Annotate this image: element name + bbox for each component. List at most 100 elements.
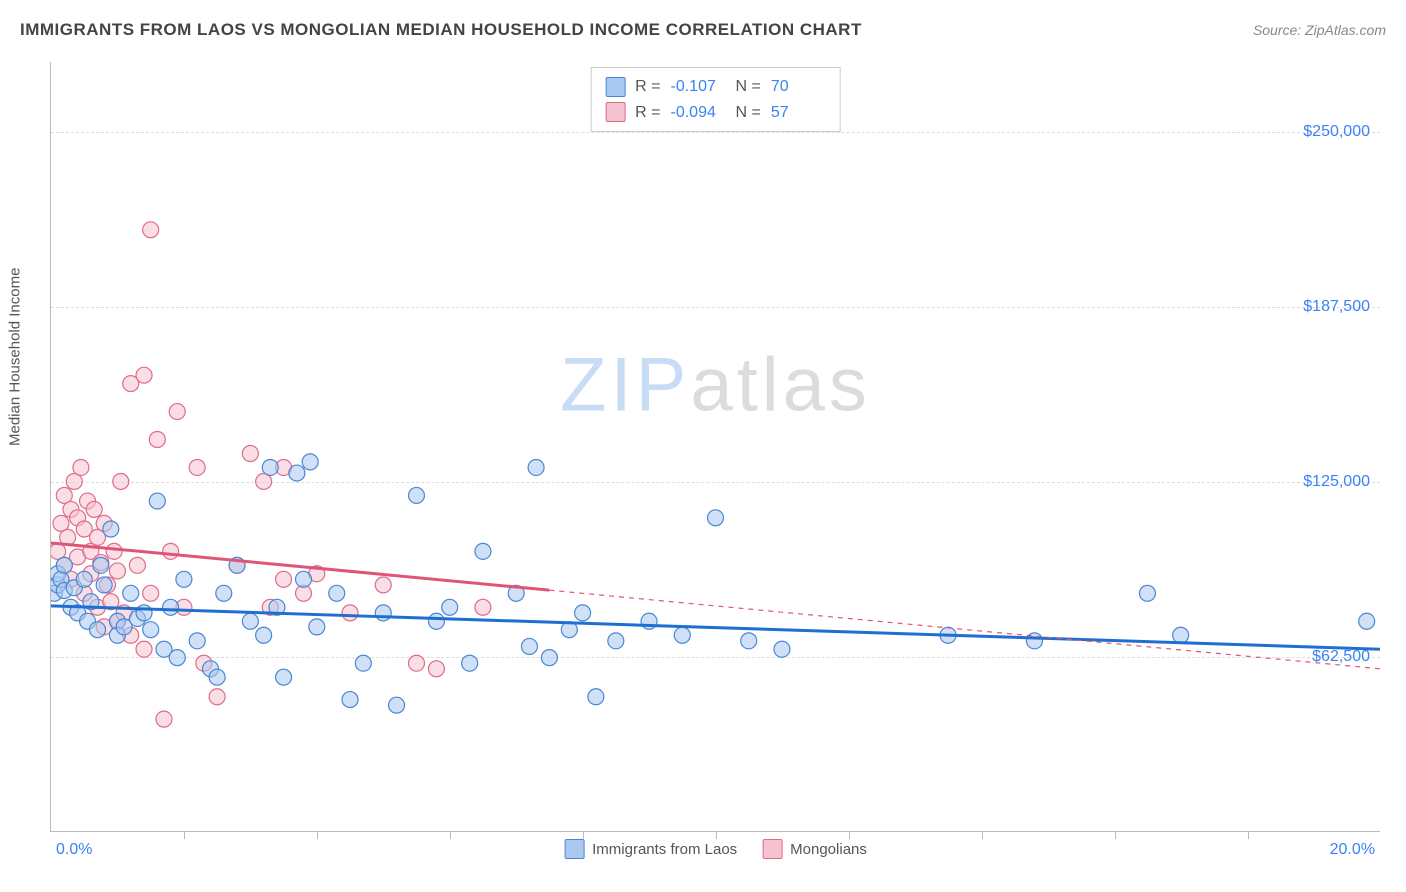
scatter-point — [774, 641, 790, 657]
scatter-point — [575, 605, 591, 621]
scatter-point — [189, 633, 205, 649]
y-axis-title: Median Household Income — [7, 268, 24, 446]
scatter-point — [113, 473, 129, 489]
x-tick — [450, 831, 451, 839]
scatter-point — [242, 446, 258, 462]
scatter-point — [103, 521, 119, 537]
x-tick — [982, 831, 983, 839]
scatter-point — [149, 432, 165, 448]
x-max-label: 20.0% — [1330, 841, 1375, 859]
scatter-point — [1173, 627, 1189, 643]
scatter-point — [342, 605, 358, 621]
legend-item: Mongolians — [762, 839, 867, 859]
x-min-label: 0.0% — [56, 841, 92, 859]
scatter-point — [106, 543, 122, 559]
scatter-point — [1139, 585, 1155, 601]
scatter-point — [129, 557, 145, 573]
scatter-point — [442, 599, 458, 615]
scatter-point — [73, 459, 89, 475]
scatter-point — [176, 571, 192, 587]
r-value: -0.094 — [671, 100, 726, 126]
scatter-point — [389, 697, 405, 713]
scatter-point — [355, 655, 371, 671]
scatter-point — [329, 585, 345, 601]
scatter-point — [475, 543, 491, 559]
scatter-point — [93, 557, 109, 573]
scatter-point — [163, 543, 179, 559]
bottom-legend: Immigrants from Laos Mongolians — [564, 839, 867, 859]
scatter-point — [149, 493, 165, 509]
n-value: 57 — [771, 100, 826, 126]
n-label: N = — [736, 100, 761, 126]
scatter-point — [189, 459, 205, 475]
scatter-point — [143, 585, 159, 601]
scatter-point — [276, 571, 292, 587]
scatter-point — [608, 633, 624, 649]
scatter-point — [1359, 613, 1375, 629]
x-tick — [1248, 831, 1249, 839]
scatter-point — [289, 465, 305, 481]
scatter-point — [156, 711, 172, 727]
r-value: -0.107 — [671, 74, 726, 100]
scatter-point — [169, 404, 185, 420]
scatter-point — [408, 655, 424, 671]
correlation-legend-row: R = -0.094 N = 57 — [605, 100, 826, 126]
n-value: 70 — [771, 74, 826, 100]
r-label: R = — [635, 74, 660, 100]
scatter-point — [674, 627, 690, 643]
scatter-point — [342, 692, 358, 708]
n-label: N = — [736, 74, 761, 100]
scatter-point — [163, 599, 179, 615]
x-tick — [317, 831, 318, 839]
plot-area: ZIPatlas R = -0.107 N = 70 R = -0.094 N … — [50, 62, 1380, 832]
scatter-point — [109, 563, 125, 579]
scatter-point — [588, 689, 604, 705]
scatter-point — [741, 633, 757, 649]
x-tick — [583, 831, 584, 839]
scatter-point — [169, 650, 185, 666]
legend-label: Mongolians — [790, 841, 867, 858]
scatter-point — [428, 661, 444, 677]
scatter-point — [408, 487, 424, 503]
scatter-point — [708, 510, 724, 526]
scatter-point — [56, 557, 72, 573]
scatter-point — [528, 459, 544, 475]
scatter-point — [296, 571, 312, 587]
scatter-point — [242, 613, 258, 629]
scatter-point — [541, 650, 557, 666]
x-tick — [716, 831, 717, 839]
scatter-point — [123, 585, 139, 601]
scatter-point — [375, 577, 391, 593]
scatter-point — [375, 605, 391, 621]
scatter-point — [86, 501, 102, 517]
x-tick — [1115, 831, 1116, 839]
source-label: Source: ZipAtlas.com — [1253, 22, 1386, 38]
legend-label: Immigrants from Laos — [592, 841, 737, 858]
legend-item: Immigrants from Laos — [564, 839, 737, 859]
scatter-point — [143, 622, 159, 638]
scatter-point — [462, 655, 478, 671]
trend-line-dash — [549, 590, 1380, 669]
scatter-svg — [51, 62, 1380, 831]
scatter-point — [309, 619, 325, 635]
scatter-point — [96, 577, 112, 593]
scatter-point — [256, 627, 272, 643]
legend-swatch — [605, 102, 625, 122]
scatter-point — [216, 585, 232, 601]
scatter-point — [136, 367, 152, 383]
scatter-point — [76, 571, 92, 587]
scatter-point — [475, 599, 491, 615]
scatter-point — [302, 454, 318, 470]
scatter-point — [209, 669, 225, 685]
legend-swatch — [605, 77, 625, 97]
scatter-point — [276, 669, 292, 685]
chart-title: IMMIGRANTS FROM LAOS VS MONGOLIAN MEDIAN… — [20, 20, 862, 40]
scatter-point — [90, 622, 106, 638]
correlation-legend: R = -0.107 N = 70 R = -0.094 N = 57 — [590, 67, 841, 132]
legend-swatch — [762, 839, 782, 859]
scatter-point — [428, 613, 444, 629]
x-tick — [849, 831, 850, 839]
scatter-point — [136, 641, 152, 657]
correlation-legend-row: R = -0.107 N = 70 — [605, 74, 826, 100]
x-tick — [184, 831, 185, 839]
